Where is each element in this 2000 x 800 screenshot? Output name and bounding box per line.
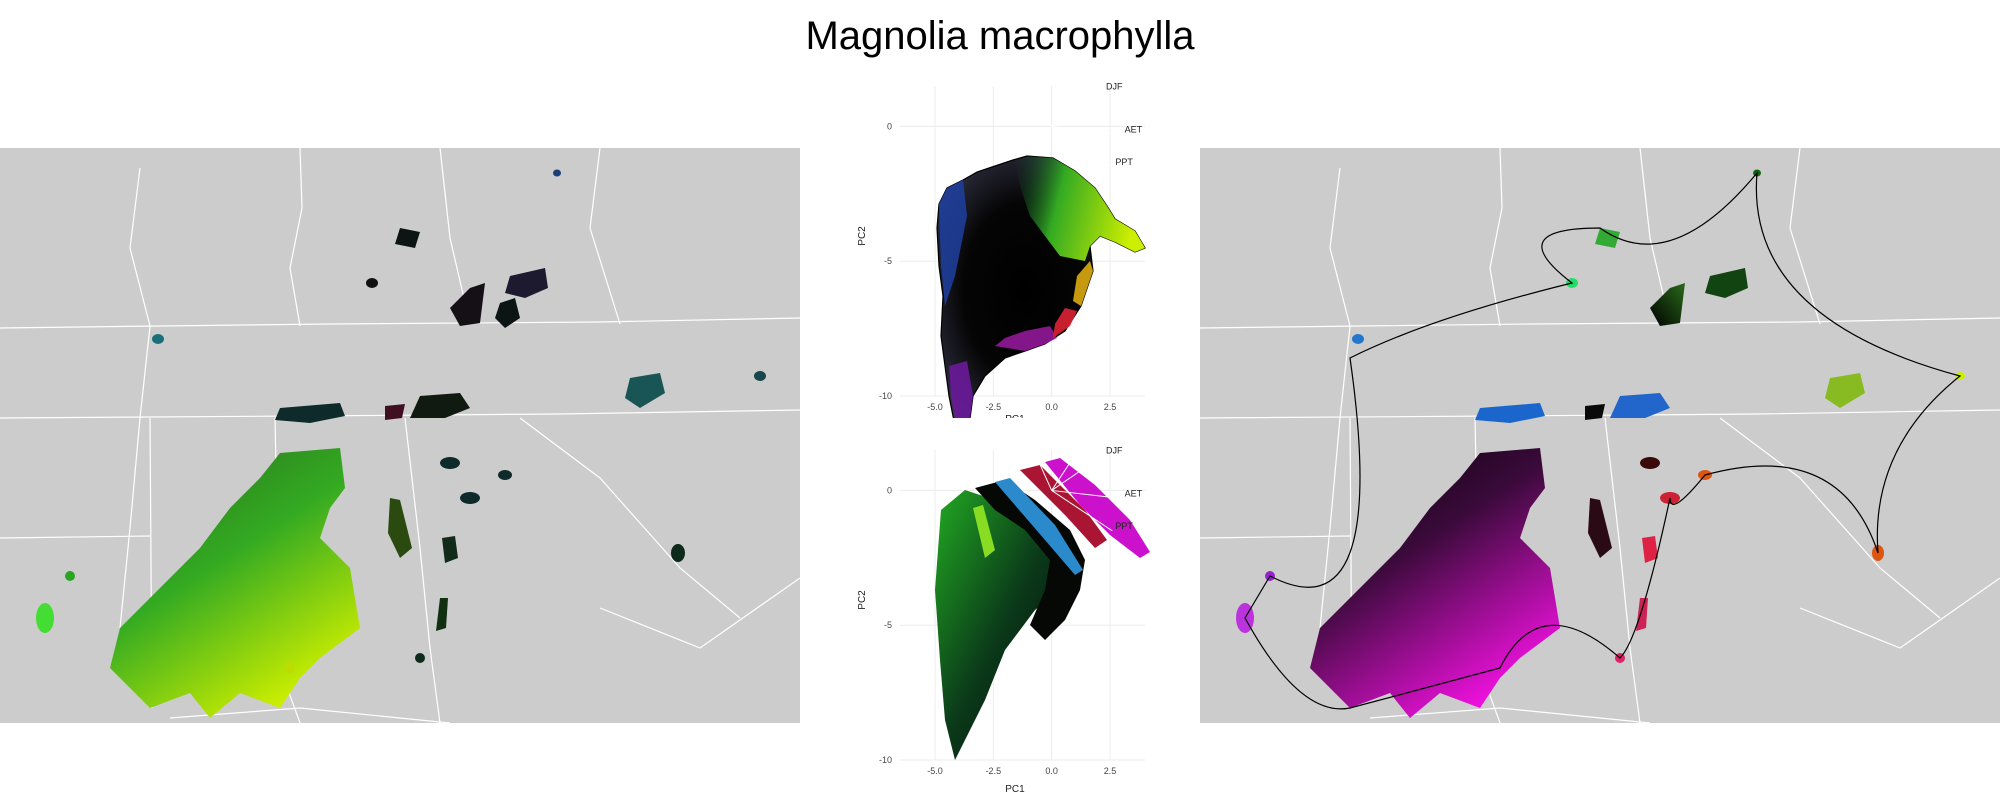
x-tick-label: 2.5	[1104, 402, 1117, 412]
pca-plot-bottom: CWDJJADJFAETPPT -5.0-2.50.02.50-5-10 PC1…	[857, 440, 1150, 795]
vector-label-djf: DJF	[1106, 445, 1123, 455]
x-tick-label: -2.5	[986, 766, 1002, 776]
magenta-band-bottom	[1045, 458, 1150, 558]
magenta-region-top	[995, 326, 1057, 351]
loading-vector-djf	[1051, 90, 1104, 127]
purple-tail-top	[949, 361, 973, 418]
niche-hull-outline	[1244, 171, 1962, 710]
niche-map-left	[0, 148, 800, 723]
x-axis-title-top: PC1	[1005, 414, 1025, 418]
x-tick-label: 0.0	[1045, 766, 1058, 776]
main-range-patch-right	[1310, 448, 1560, 718]
pca-plot-top: CWDJJADJFAETPPT -5.0-2.50.02.50-5-10 PC1…	[857, 76, 1146, 418]
loading-vector-aet	[1051, 489, 1122, 500]
y-axis-title-top: PC2	[857, 226, 868, 246]
niche-map-right	[1200, 148, 2000, 723]
y-axis-title-bottom: PC2	[857, 590, 868, 610]
red-region-top	[1053, 308, 1077, 338]
y-tick-label: 0	[887, 485, 892, 495]
y-tick-label: 0	[887, 121, 892, 131]
outlying-patches	[36, 169, 766, 674]
outlying-patches-right	[1236, 169, 1965, 663]
left-map-svg	[0, 148, 800, 723]
x-tick-label: 0.0	[1045, 402, 1058, 412]
y-tick-label: -10	[879, 391, 892, 401]
green-region-top	[1015, 156, 1145, 261]
loading-vectors-top: CWDJJADJFAETPPT	[1028, 76, 1143, 168]
loading-vector-jja	[1051, 440, 1086, 491]
vector-label-aet: AET	[1125, 489, 1143, 499]
black-cluster-bottom	[975, 480, 1085, 640]
x-tick-label: -5.0	[927, 766, 943, 776]
vector-label-aet: AET	[1125, 125, 1143, 135]
lime-streak-bottom	[973, 505, 995, 558]
x-tick-label: 2.5	[1104, 766, 1117, 776]
loading-vectors-bottom: CWDJJADJFAETPPT	[1028, 440, 1143, 532]
vector-label-ppt: PPT	[1115, 157, 1133, 167]
y-tick-label: -5	[884, 256, 892, 266]
loading-vector-ppt	[1051, 490, 1113, 532]
y-tick-label: -5	[884, 620, 892, 630]
vector-label-ppt: PPT	[1115, 521, 1133, 531]
loading-vector-djf	[1051, 454, 1104, 491]
orange-region-top	[1073, 261, 1093, 306]
loading-vector-cwd	[1028, 76, 1053, 127]
figure-title: Magnolia macrophylla	[805, 14, 1195, 58]
x-tick-label: -2.5	[986, 402, 1002, 412]
x-tick-label: -5.0	[927, 402, 943, 412]
vector-label-djf: DJF	[1106, 81, 1123, 91]
blue-region-top	[939, 180, 967, 306]
loading-vector-ppt	[1051, 126, 1113, 168]
green-cluster-bottom	[935, 490, 1070, 760]
loading-vector-jja	[1051, 76, 1086, 127]
loading-vector-cwd	[1028, 440, 1053, 491]
blue-band-bottom	[995, 478, 1083, 575]
loading-vector-aet	[1051, 125, 1122, 136]
right-map-svg	[1200, 148, 2000, 723]
x-axis-title-bottom: PC1	[1005, 784, 1025, 795]
y-tick-label: -10	[879, 755, 892, 765]
main-range-patch	[110, 448, 360, 718]
red-band-bottom	[1020, 465, 1107, 548]
